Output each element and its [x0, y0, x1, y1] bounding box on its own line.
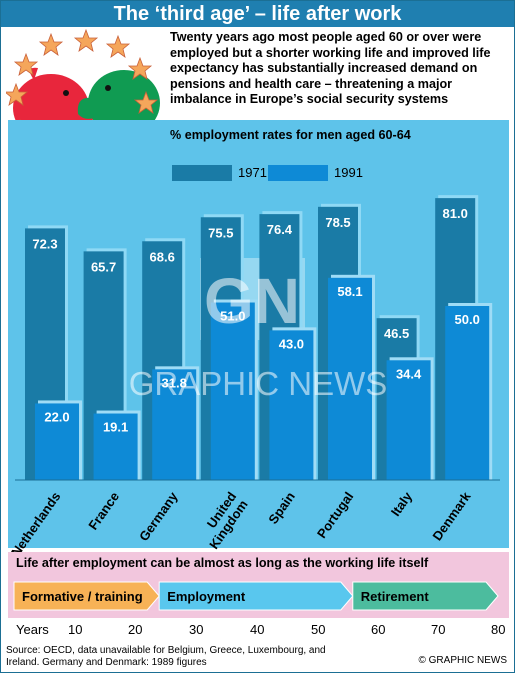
intro-text: Twenty years ago most people aged 60 or …: [170, 30, 491, 107]
life-title: Life after employment can be almost as l…: [16, 556, 429, 570]
bar-1991: [35, 403, 79, 480]
phase-arrow: [352, 581, 499, 611]
years-tick: 40: [250, 622, 265, 637]
bar-1991: [328, 277, 372, 480]
years-tick: 70: [431, 622, 446, 637]
years-tick: 80: [491, 622, 506, 637]
life-phases: Formative / training Employment Retirement: [13, 581, 499, 611]
years-tick: 30: [189, 622, 204, 637]
data-label-1971: 76.4: [267, 222, 293, 237]
data-label-1971: 78.5: [325, 215, 350, 230]
bar-1991: [152, 369, 197, 480]
data-label-1991: 22.0: [44, 409, 69, 424]
phase-label: Retirement: [361, 589, 430, 604]
legend-swatch-1991: [268, 165, 328, 181]
bar-1991: [386, 360, 431, 480]
phase-label: Employment: [167, 589, 246, 604]
chart-title: % employment rates for men aged 60-64: [170, 128, 411, 142]
data-label-1991: 31.8: [162, 375, 187, 390]
data-label-1971: 75.5: [208, 225, 233, 240]
years-tick: 20: [128, 622, 143, 637]
header-bar: The ‘third age’ – life after work: [1, 1, 514, 27]
data-label-1971: 72.3: [32, 236, 57, 251]
years-axis-title: Years: [16, 622, 49, 637]
watermark-logo: GN: [204, 265, 300, 337]
data-label-1971: 81.0: [443, 206, 468, 221]
pig-right-icon: [77, 69, 160, 136]
years-tick: 10: [68, 622, 83, 637]
bar-1991: [210, 302, 255, 480]
data-label-1991: 19.1: [103, 420, 128, 435]
phase-arrow: [158, 581, 354, 611]
phase-arrow: [13, 581, 160, 611]
legend-label-1971: 1971: [238, 165, 267, 180]
data-label-1991: 50.0: [455, 312, 480, 327]
legend-swatch-1971: [172, 165, 232, 181]
data-label-1971: 68.6: [150, 249, 175, 264]
credit: © GRAPHIC NEWS: [418, 655, 508, 666]
bar-1991: [269, 330, 314, 480]
data-label-1991: 43.0: [279, 336, 304, 351]
data-label-1991: 51.0: [220, 309, 245, 324]
phase-label: Formative / training: [22, 589, 143, 604]
source-note: Source: OECD, data unavailable for Belgi…: [6, 645, 326, 668]
data-label-1971: 65.7: [91, 259, 116, 274]
years-axis: Years 10 20 30 40 50 60 70 80: [0, 622, 515, 642]
data-label-1991: 58.1: [337, 284, 362, 299]
bar-1991: [445, 306, 490, 480]
data-label-1991: 34.4: [396, 366, 422, 381]
page-title: The ‘third age’ – life after work: [113, 3, 402, 25]
legend-label-1991: 1991: [334, 165, 363, 180]
years-tick: 50: [311, 622, 326, 637]
data-label-1971: 46.5: [384, 326, 409, 341]
watermark-brand: GRAPHIC NEWS: [129, 365, 388, 402]
bar-1991: [93, 413, 138, 480]
years-tick: 60: [371, 622, 386, 637]
bar-chart: 72.322.0Netherlands65.719.1France68.631.…: [8, 195, 500, 552]
